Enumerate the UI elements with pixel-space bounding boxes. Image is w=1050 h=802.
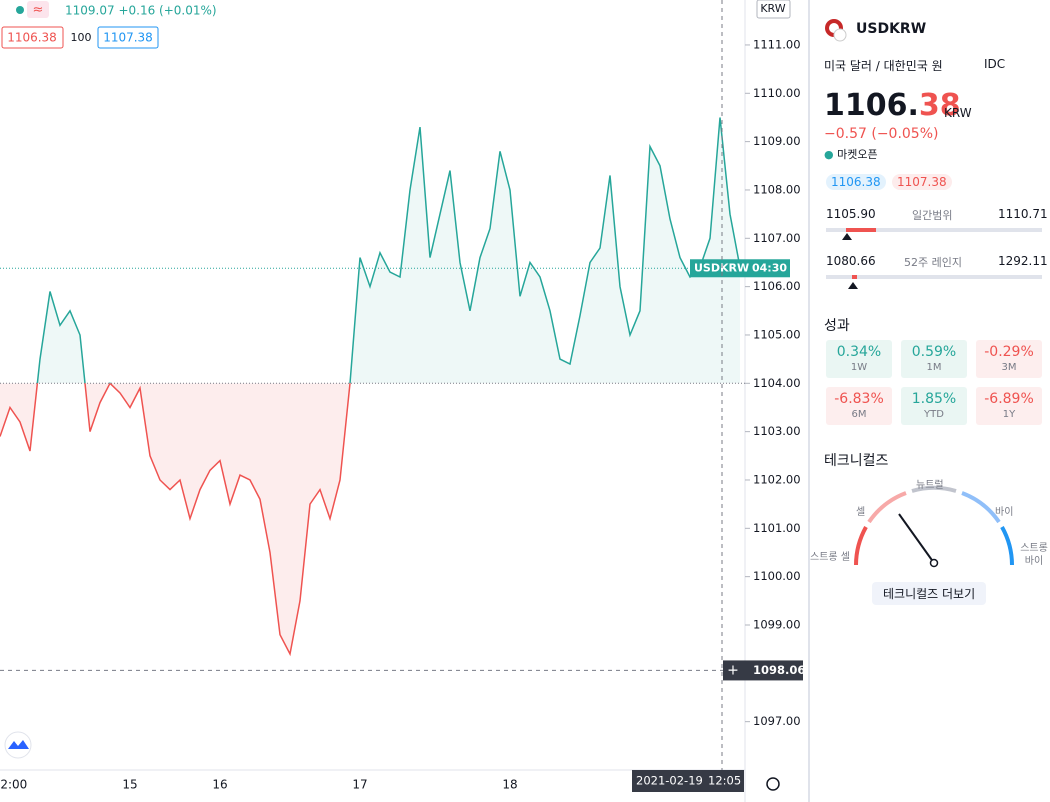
- y-tick-label: 1110.00: [753, 86, 801, 100]
- week-label: 52주 레인지: [904, 256, 962, 269]
- y-tick-label: 1111.00: [753, 37, 801, 51]
- y-tick-label: 1104.00: [753, 376, 801, 390]
- overlay: ≈ 1109.07 +0.16 (+0.01%) 1106.38 100 110…: [1, 0, 791, 791]
- change: −0.57 (−0.05%): [824, 126, 939, 142]
- technicals-button[interactable]: 테크니컬즈 더보기: [872, 582, 987, 605]
- day-marker: [842, 233, 852, 240]
- perf-value: -6.83%: [834, 391, 884, 407]
- y-tick-label: 1101.00: [753, 521, 801, 535]
- crosshair-x-time: 12:05: [708, 774, 741, 788]
- perf-cell: -6.83% 6M: [826, 387, 892, 425]
- price-frac: 38: [918, 88, 961, 123]
- symbol: USDKRW: [856, 21, 927, 37]
- x-tick-label: 18: [502, 778, 517, 792]
- price-line-up: [36, 117, 741, 384]
- x-tick-label: 17: [352, 778, 367, 792]
- perf-period: 1M: [926, 362, 942, 373]
- gauge-strong-sell: 스트롱 셀: [810, 552, 850, 563]
- crosshair-plus: +: [727, 662, 739, 678]
- perf-period: 1Y: [1002, 409, 1016, 420]
- perf-value: -0.29%: [984, 344, 1034, 360]
- logo-icon: [8, 740, 29, 749]
- x-tick-label: 12:00: [0, 778, 27, 792]
- price-line-down: [0, 383, 351, 657]
- day-range-bar: [826, 228, 1042, 232]
- perf-cell: 0.34% 1W: [826, 340, 892, 378]
- day-low: 1105.90: [826, 207, 876, 221]
- performance-title: 성과: [824, 318, 850, 334]
- bid-box: [1, 26, 64, 49]
- y-tick-label: 1103.00: [753, 424, 801, 438]
- currency: KRW: [944, 106, 972, 120]
- area-below: [0, 383, 350, 654]
- gauge-buy: 바이: [995, 507, 1014, 518]
- y-tick-label: 1108.00: [753, 182, 801, 196]
- perf-cell: -0.29% 3M: [976, 340, 1042, 378]
- price-main: 1106.: [824, 88, 919, 123]
- badge: [27, 1, 49, 18]
- x-tick-label: 16: [212, 778, 227, 792]
- crosshair-y-tag: [723, 660, 803, 681]
- week-range-bar: [826, 275, 1042, 279]
- bid: 1106.38: [826, 174, 886, 190]
- side-panel: USDKRW 미국 달러 / 대한민국 원 IDC 1106.38 KRW −0…: [808, 0, 1050, 802]
- price: 1106.38: [824, 88, 961, 123]
- ask: 1107.38: [892, 174, 952, 190]
- perf-value: 0.34%: [836, 344, 882, 360]
- last-price-tag: [690, 259, 790, 278]
- flag: [825, 19, 847, 42]
- day-high: 1110.71: [998, 207, 1048, 221]
- bid: 1106.38: [7, 31, 57, 45]
- logo[interactable]: [4, 731, 32, 759]
- perf-cell: 1.85% YTD: [901, 387, 967, 425]
- gauge-strong-buy: 스트롱 바이: [1020, 543, 1048, 567]
- crosshair-x-tag: [632, 770, 744, 792]
- week-high: 1292.11: [998, 254, 1048, 268]
- perf-period: 1W: [850, 362, 868, 373]
- legend-ohlc: 1109.07 +0.16 (+0.01%): [65, 4, 217, 18]
- perf-cell: 0.59% 1M: [901, 340, 967, 378]
- ask: 1107.38: [103, 31, 153, 45]
- day-label: 일간범위: [912, 209, 953, 222]
- y-tick-label: 1105.00: [753, 327, 801, 341]
- ask-box: [97, 26, 159, 49]
- week-marker: [848, 282, 858, 289]
- area-above: [0, 117, 740, 384]
- chart: 1097.001098.001099.001100.001101.001102.…: [0, 0, 805, 802]
- perf-period: 6M: [851, 409, 867, 420]
- y-tick-label: 1097.00: [753, 714, 801, 728]
- perf-period: 3M: [1001, 362, 1017, 373]
- y-tick-label: 1107.00: [753, 231, 801, 245]
- perf-value: 0.59%: [911, 344, 957, 360]
- gauge: [854, 485, 1014, 568]
- crosshair-y-label: 1098.06: [753, 663, 805, 677]
- week-low: 1080.66: [826, 254, 876, 268]
- y-tick-label: 1106.00: [753, 279, 801, 293]
- settings[interactable]: [766, 777, 780, 791]
- last-price-countdown: 04:30: [752, 261, 787, 274]
- description: 미국 달러 / 대한민국 원: [824, 59, 943, 73]
- status-text: 마켓오픈: [837, 148, 878, 161]
- perf-value: -6.89%: [984, 391, 1034, 407]
- size: 100: [71, 31, 92, 44]
- x-tick-label: 15: [122, 778, 137, 792]
- technicals-title: 테크니컬즈: [824, 453, 889, 469]
- perf-cell: -6.89% 1Y: [976, 387, 1042, 425]
- badge-icon: ≈: [33, 3, 44, 18]
- exchange: IDC: [984, 57, 1006, 71]
- currency-box[interactable]: [756, 0, 791, 19]
- gauge-neutral: 뉴트럴: [916, 480, 944, 491]
- perf-period: YTD: [924, 409, 944, 420]
- y-tick-label: 1100.00: [753, 569, 801, 583]
- currency[interactable]: KRW: [760, 2, 785, 15]
- y-tick-label: 1102.00: [753, 472, 801, 486]
- perf-value: 1.85%: [911, 391, 957, 407]
- y-tick-label: 1109.00: [753, 134, 801, 148]
- y-tick-label: 1099.00: [753, 617, 801, 631]
- status: ● 마켓오픈: [824, 148, 878, 161]
- crosshair-x-date: 2021-02-19: [636, 774, 703, 788]
- gauge-sell: 셀: [856, 507, 866, 518]
- status-dot: [16, 6, 24, 14]
